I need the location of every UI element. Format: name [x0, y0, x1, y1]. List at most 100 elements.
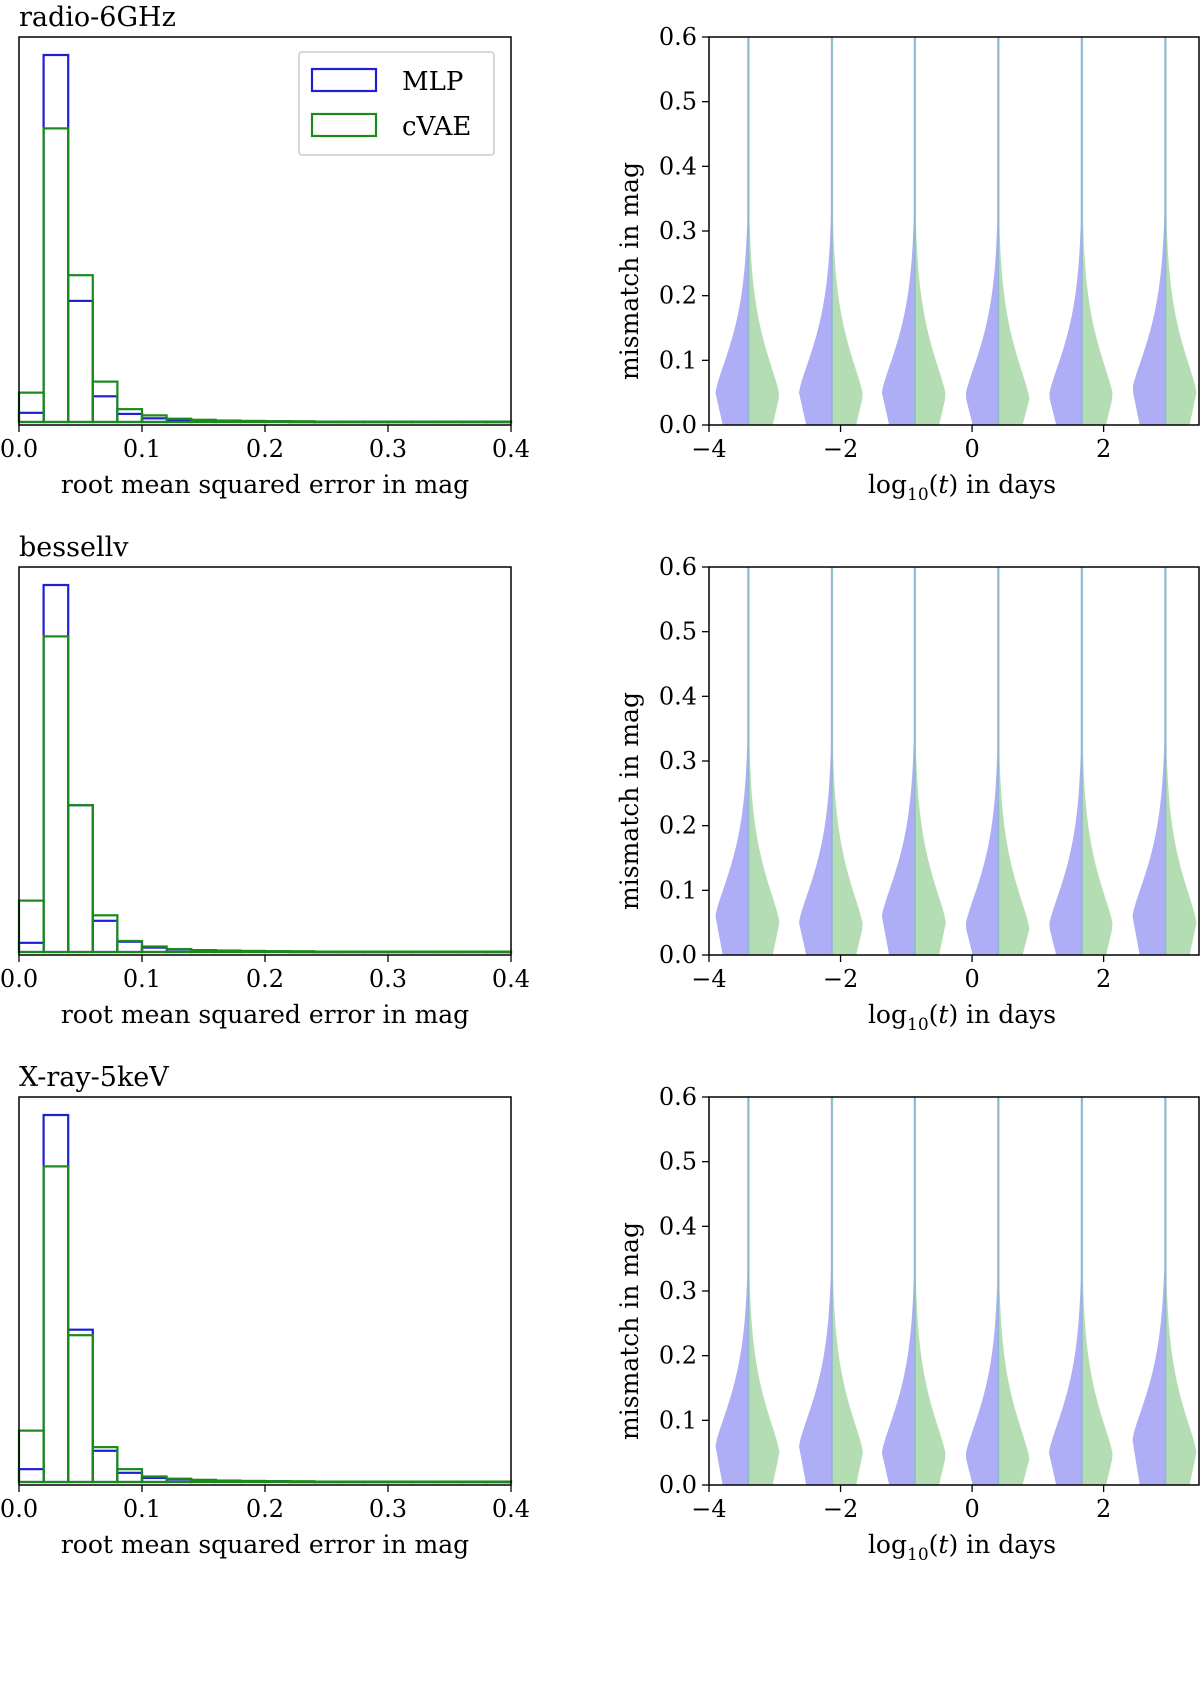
histogram-bar: [116, 412, 144, 424]
histogram-bar: [17, 941, 45, 954]
legend-box: [298, 51, 495, 156]
histogram-bar: [116, 940, 144, 954]
violin-half-mlp: [1048, 1097, 1082, 1485]
y-tick-label: 0.5: [659, 618, 697, 646]
histogram-bar: [67, 299, 94, 424]
x-tick-label: 0: [964, 435, 979, 463]
legend: MLP cVAE: [298, 51, 495, 156]
y-tick-label: 0.0: [659, 1471, 697, 1499]
plot-frame: [708, 566, 1200, 956]
violin-half-cvae: [748, 567, 780, 955]
histogram-bar: [91, 395, 119, 424]
histogram-bar: [386, 1480, 414, 1484]
violin-half-cvae: [914, 1097, 946, 1485]
histogram-bar: [436, 1480, 463, 1484]
violin-half-mlp: [1049, 567, 1082, 955]
violin-4: [965, 567, 1030, 955]
violin-half-cvae: [998, 1097, 1030, 1485]
histogram-panel-3: 0.0 0.1 0.2 0.3 0.4 root mean squared error i…: [0, 1062, 530, 1559]
plot-frame: [708, 36, 1200, 426]
plot-frame: [708, 1096, 1200, 1486]
histogram-bar: [362, 420, 390, 424]
histogram-bar: [411, 1480, 439, 1484]
x-axis-label: root mean squared error in mag: [61, 1000, 469, 1029]
x-tick-label: 2: [1096, 965, 1111, 993]
y-tick-label: 0.2: [659, 812, 697, 840]
histogram-bar: [67, 1328, 94, 1484]
x-tick-label: 0.2: [246, 435, 284, 463]
violin-half-cvae: [914, 567, 946, 955]
histogram-bar: [263, 1480, 291, 1484]
x-tick-label: −4: [691, 1495, 726, 1523]
histogram-bar: [239, 1479, 267, 1484]
violin-half-mlp: [715, 567, 749, 955]
histogram-bar: [91, 914, 119, 954]
histogram-bar: [485, 1480, 513, 1484]
violin-half-cvae: [748, 37, 779, 425]
legend-swatch-cvae: [310, 112, 378, 138]
x-tick-label: 0.4: [492, 435, 530, 463]
violin-2: [798, 567, 863, 955]
violin-half-mlp: [965, 1097, 999, 1485]
histogram-bar: [460, 950, 488, 954]
y-tick-label: 0.6: [659, 1083, 697, 1111]
y-axis-label: mismatch in mag: [615, 692, 644, 910]
x-tick-label: 2: [1096, 435, 1111, 463]
legend-label-cvae: cVAE: [402, 112, 471, 142]
x-tick-label: −2: [823, 1495, 858, 1523]
violin-half-cvae: [998, 567, 1030, 955]
histogram-bar: [17, 899, 45, 954]
histogram-bar: [263, 950, 291, 954]
histogram-bar: [91, 1449, 119, 1484]
violin-half-mlp: [1132, 37, 1166, 425]
violin-1: [715, 37, 779, 425]
x-tick-label: −2: [823, 965, 858, 993]
violin-1: [715, 567, 780, 955]
histogram-bar: [460, 420, 488, 424]
histogram-bar: [288, 1480, 316, 1484]
violin-half-mlp: [965, 567, 999, 955]
histogram-panel-2: 0.0 0.1 0.2 0.3 0.4 root mean squared error i…: [0, 532, 530, 1029]
histogram-bar: [165, 947, 193, 954]
histogram-bar: [460, 1480, 488, 1484]
histogram-bar: [42, 127, 70, 424]
y-tick-label: 0.3: [659, 1277, 697, 1305]
histogram-series-cvae: [17, 1165, 513, 1484]
x-tick-label: 0.0: [0, 1495, 38, 1523]
violin-half-cvae: [831, 567, 863, 955]
y-tick-label: 0.5: [659, 1148, 697, 1176]
x-axis-label: root mean squared error in mag: [61, 470, 469, 499]
histogram-bar: [436, 950, 463, 954]
x-tick-label: 0.0: [0, 435, 38, 463]
histogram-bar: [239, 949, 267, 954]
x-tick-label: 0.2: [246, 965, 284, 993]
legend-label-mlp: MLP: [402, 67, 463, 97]
histogram-bar: [116, 408, 144, 424]
histogram-bar: [116, 1471, 144, 1484]
violin-1: [715, 1097, 780, 1485]
x-tick-label: 0.0: [0, 965, 38, 993]
legend-swatch-mlp: [310, 67, 378, 93]
violin-6: [1132, 37, 1197, 425]
histogram-bar: [411, 950, 439, 954]
violin-5: [1048, 1097, 1113, 1485]
histogram-bar: [190, 949, 217, 954]
x-tick-label: 0.3: [369, 1495, 407, 1523]
histogram-bar: [91, 1446, 119, 1484]
violin-half-mlp: [798, 37, 832, 425]
histogram-bar: [17, 1468, 45, 1484]
violin-5: [1049, 37, 1113, 425]
histogram-bar: [67, 1334, 94, 1484]
violin-half-cvae: [748, 1097, 780, 1485]
histogram-bar: [42, 1113, 70, 1484]
histogram-bar: [67, 274, 94, 424]
histogram-bar: [91, 919, 119, 954]
violin-panel-1: 0.0 0.1 0.2 0.3 0.4 0.5 0.6 −4 −2 0 2 mismatch in m…: [615, 23, 1200, 505]
y-tick-label: 0.6: [659, 23, 697, 51]
x-tick-label: 0.1: [123, 1495, 161, 1523]
histogram-bar: [17, 411, 45, 424]
histogram-bar: [17, 391, 45, 424]
x-tick-label: 2: [1096, 1495, 1111, 1523]
histogram-bar: [214, 1479, 242, 1484]
violin-half-cvae: [1165, 37, 1197, 425]
